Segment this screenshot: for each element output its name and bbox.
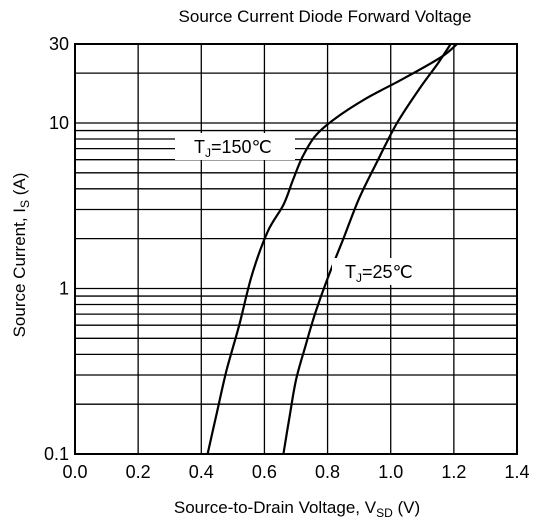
series-label-background xyxy=(332,258,427,285)
series-line-tj-25 xyxy=(282,43,452,455)
x-axis-label: Source-to-Drain Voltage, VSD (V) xyxy=(174,498,420,520)
series-label-tj-150: TJ=150℃ xyxy=(194,137,272,160)
y-tick-label: 10 xyxy=(49,113,69,133)
y-tick-labels: 0.1 1 10 30 xyxy=(44,34,69,464)
x-tick-label: 0.2 xyxy=(126,462,151,482)
grid-lines xyxy=(75,44,517,454)
x-tick-labels: 0.0 0.2 0.4 0.6 0.8 1.0 1.2 1.4 xyxy=(62,462,529,482)
x-tick-label: 0.8 xyxy=(315,462,340,482)
series-line-tj-150 xyxy=(206,43,458,455)
x-tick-label: 0.4 xyxy=(189,462,214,482)
y-tick-label: 1 xyxy=(59,278,69,298)
x-tick-label: 0.6 xyxy=(252,462,277,482)
y-tick-label: 0.1 xyxy=(44,444,69,464)
chart-title: Source Current Diode Forward Voltage xyxy=(179,7,472,26)
x-tick-label: 1.2 xyxy=(441,462,466,482)
series-labels: TJ=150℃ TJ=25℃ xyxy=(175,133,427,285)
y-tick-label: 30 xyxy=(49,34,69,54)
series-label-background xyxy=(175,133,295,160)
series-label-tj-25: TJ=25℃ xyxy=(345,262,413,285)
y-axis-label: Source Current, IS (A) xyxy=(10,173,32,338)
plot-frame xyxy=(74,43,518,455)
x-tick-label: 0.0 xyxy=(62,462,87,482)
x-tick-label: 1.0 xyxy=(378,462,403,482)
series-lines xyxy=(206,43,458,455)
x-tick-label: 1.4 xyxy=(504,462,529,482)
